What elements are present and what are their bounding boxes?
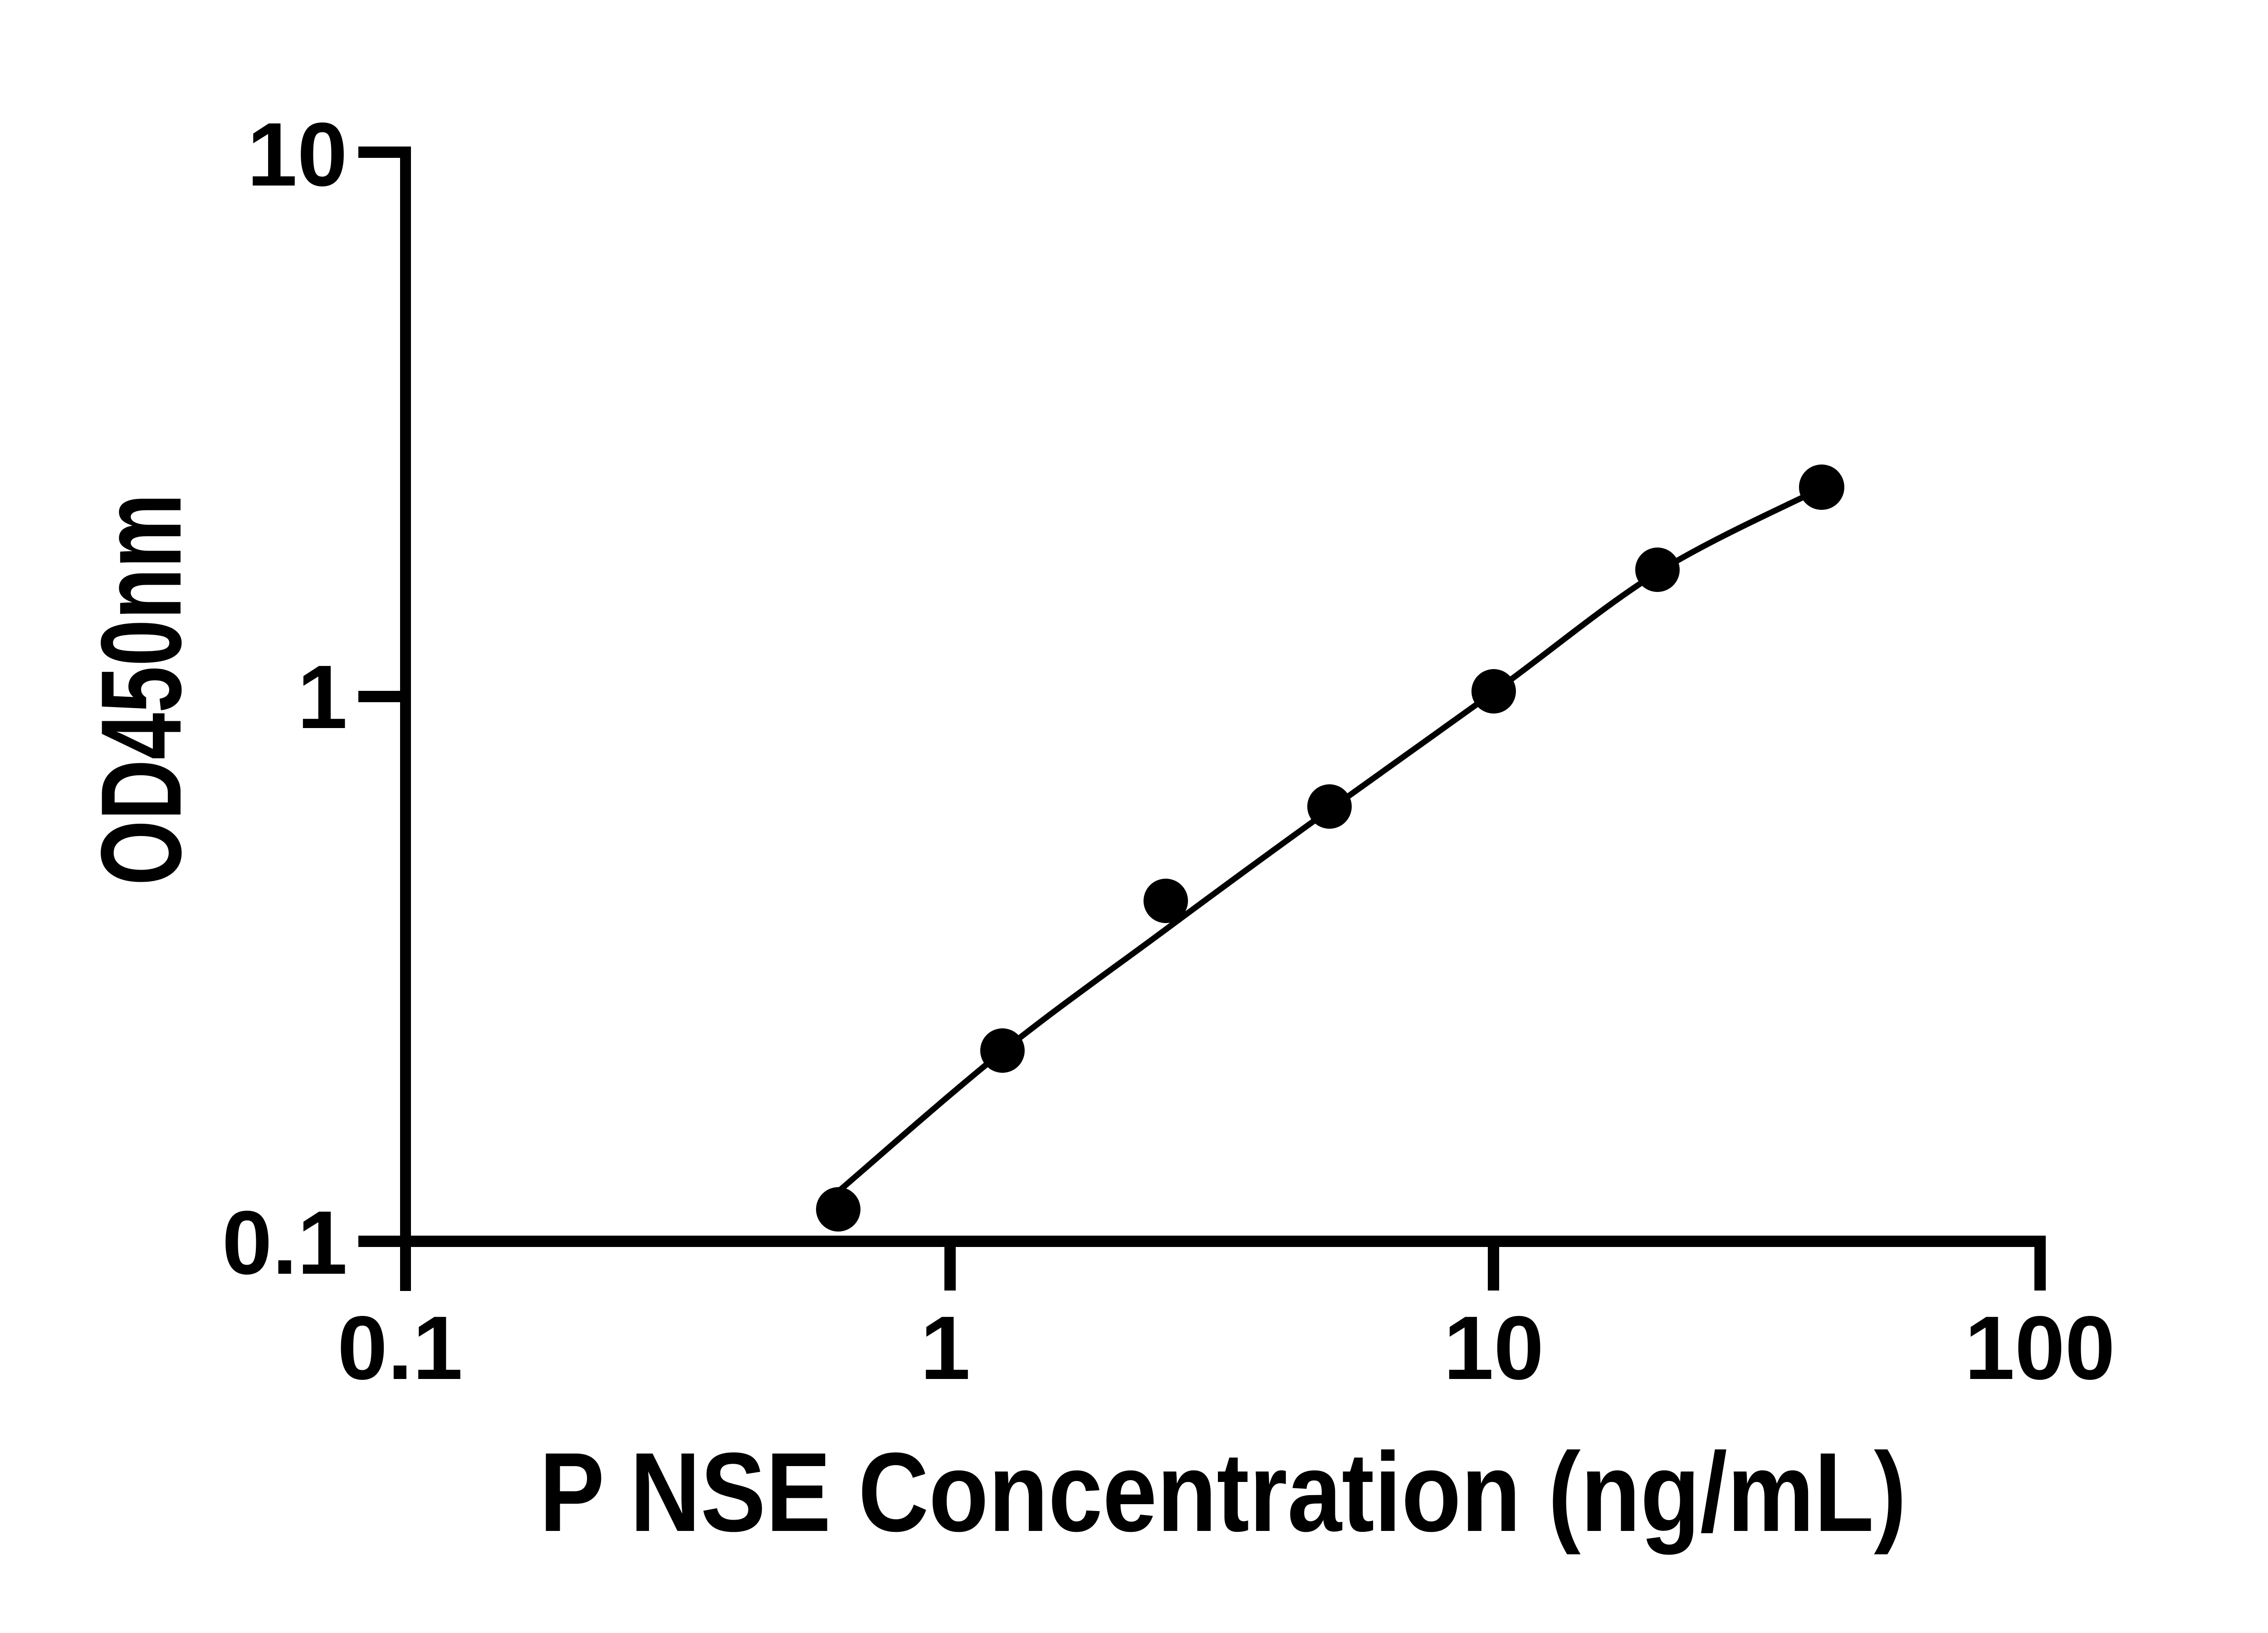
svg-text:10: 10 bbox=[247, 104, 347, 205]
svg-text:100: 100 bbox=[1965, 1298, 2115, 1398]
svg-text:0.1: 0.1 bbox=[337, 1298, 463, 1398]
svg-text:10: 10 bbox=[1443, 1298, 1544, 1398]
svg-text:1: 1 bbox=[920, 1298, 971, 1398]
svg-text:0.1: 0.1 bbox=[222, 1193, 347, 1293]
svg-text:OD450nm: OD450nm bbox=[78, 494, 205, 885]
svg-text:1: 1 bbox=[297, 647, 347, 748]
svg-text:P NSE Concentration (ng/mL): P NSE Concentration (ng/mL) bbox=[539, 1429, 1906, 1555]
